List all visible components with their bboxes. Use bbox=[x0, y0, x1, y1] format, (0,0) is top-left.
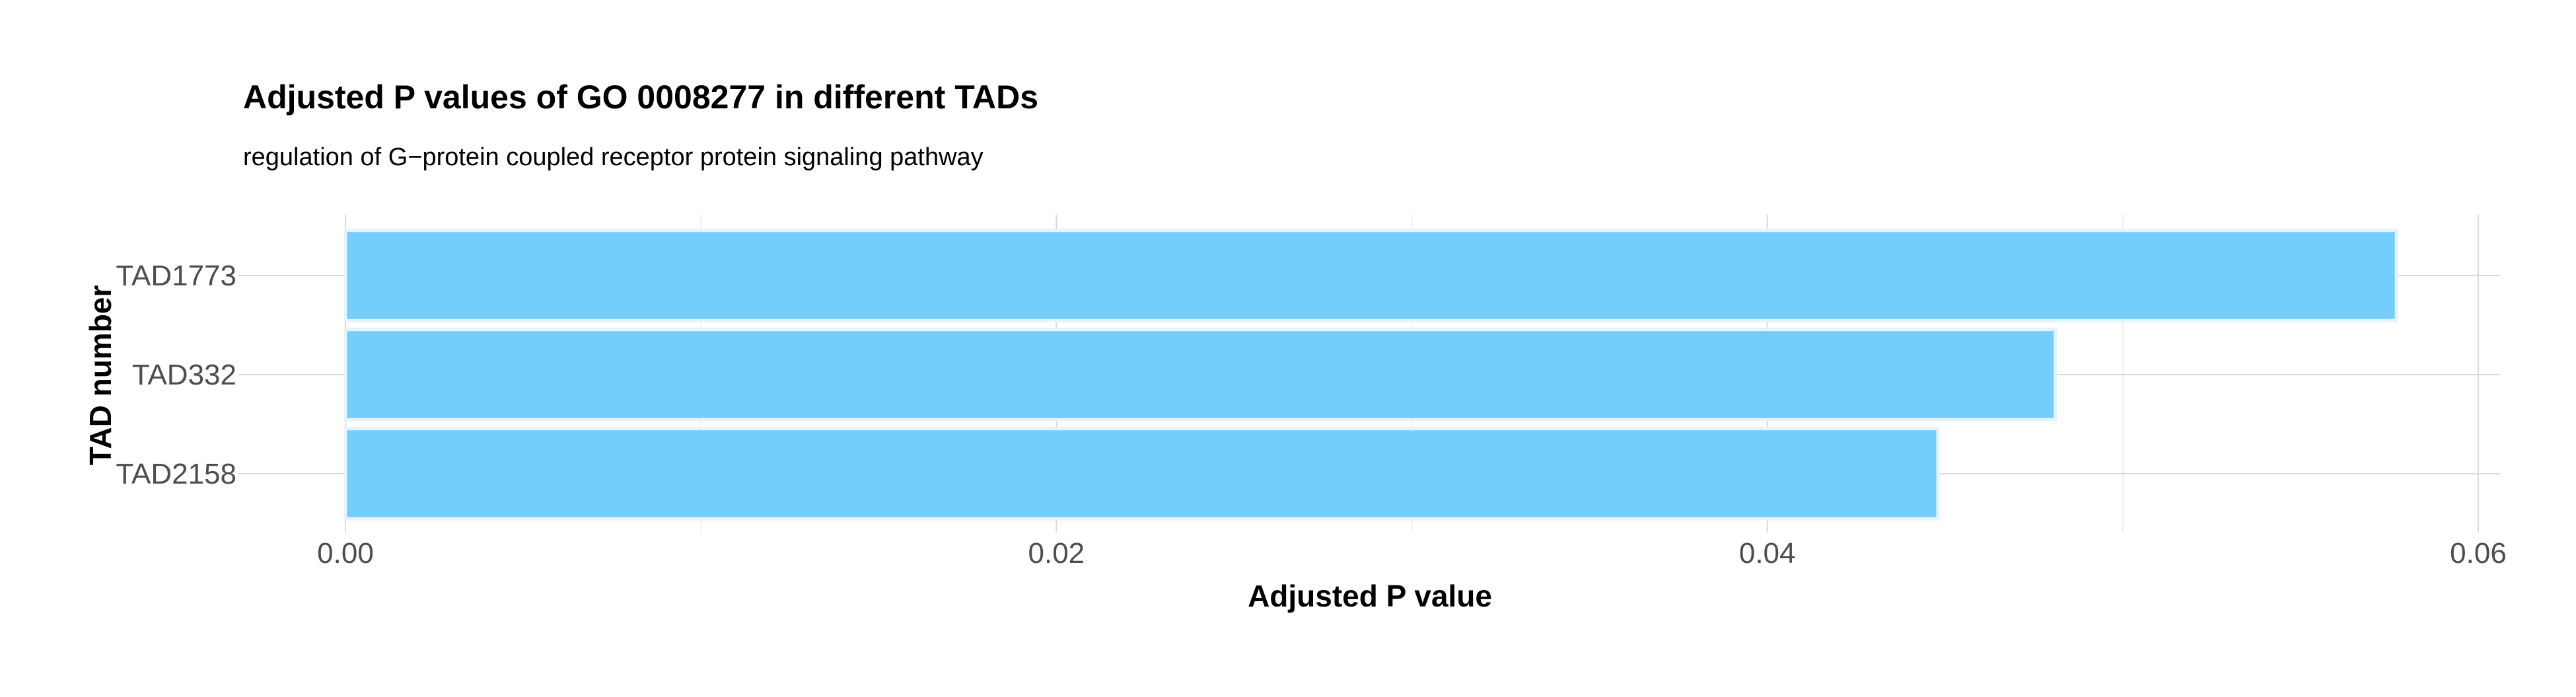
y-tick-label: TAD332 bbox=[132, 359, 236, 391]
bar bbox=[343, 328, 2057, 422]
x-axis-ticks: 0.00 0.02 0.04 0.06 bbox=[317, 537, 2507, 569]
chart-subtitle: regulation of G−protein coupled receptor… bbox=[243, 143, 984, 171]
y-tick-label: TAD1773 bbox=[116, 260, 236, 292]
x-tick-label: 0.04 bbox=[1739, 537, 1796, 569]
x-axis-title: Adjusted P value bbox=[1248, 579, 1492, 613]
bar bbox=[343, 427, 1940, 521]
x-tick-label: 0.00 bbox=[317, 537, 374, 569]
y-axis-title: TAD number bbox=[83, 285, 118, 466]
x-tick-label: 0.02 bbox=[1028, 537, 1085, 569]
y-tick-label: TAD2158 bbox=[116, 458, 236, 490]
y-axis-ticks: TAD1773 TAD332 TAD2158 bbox=[116, 260, 236, 490]
bars bbox=[343, 229, 2398, 521]
bar bbox=[343, 229, 2398, 322]
x-tick-label: 0.06 bbox=[2450, 537, 2507, 569]
chart-title: Adjusted P values of GO 0008277 in diffe… bbox=[243, 79, 1038, 116]
